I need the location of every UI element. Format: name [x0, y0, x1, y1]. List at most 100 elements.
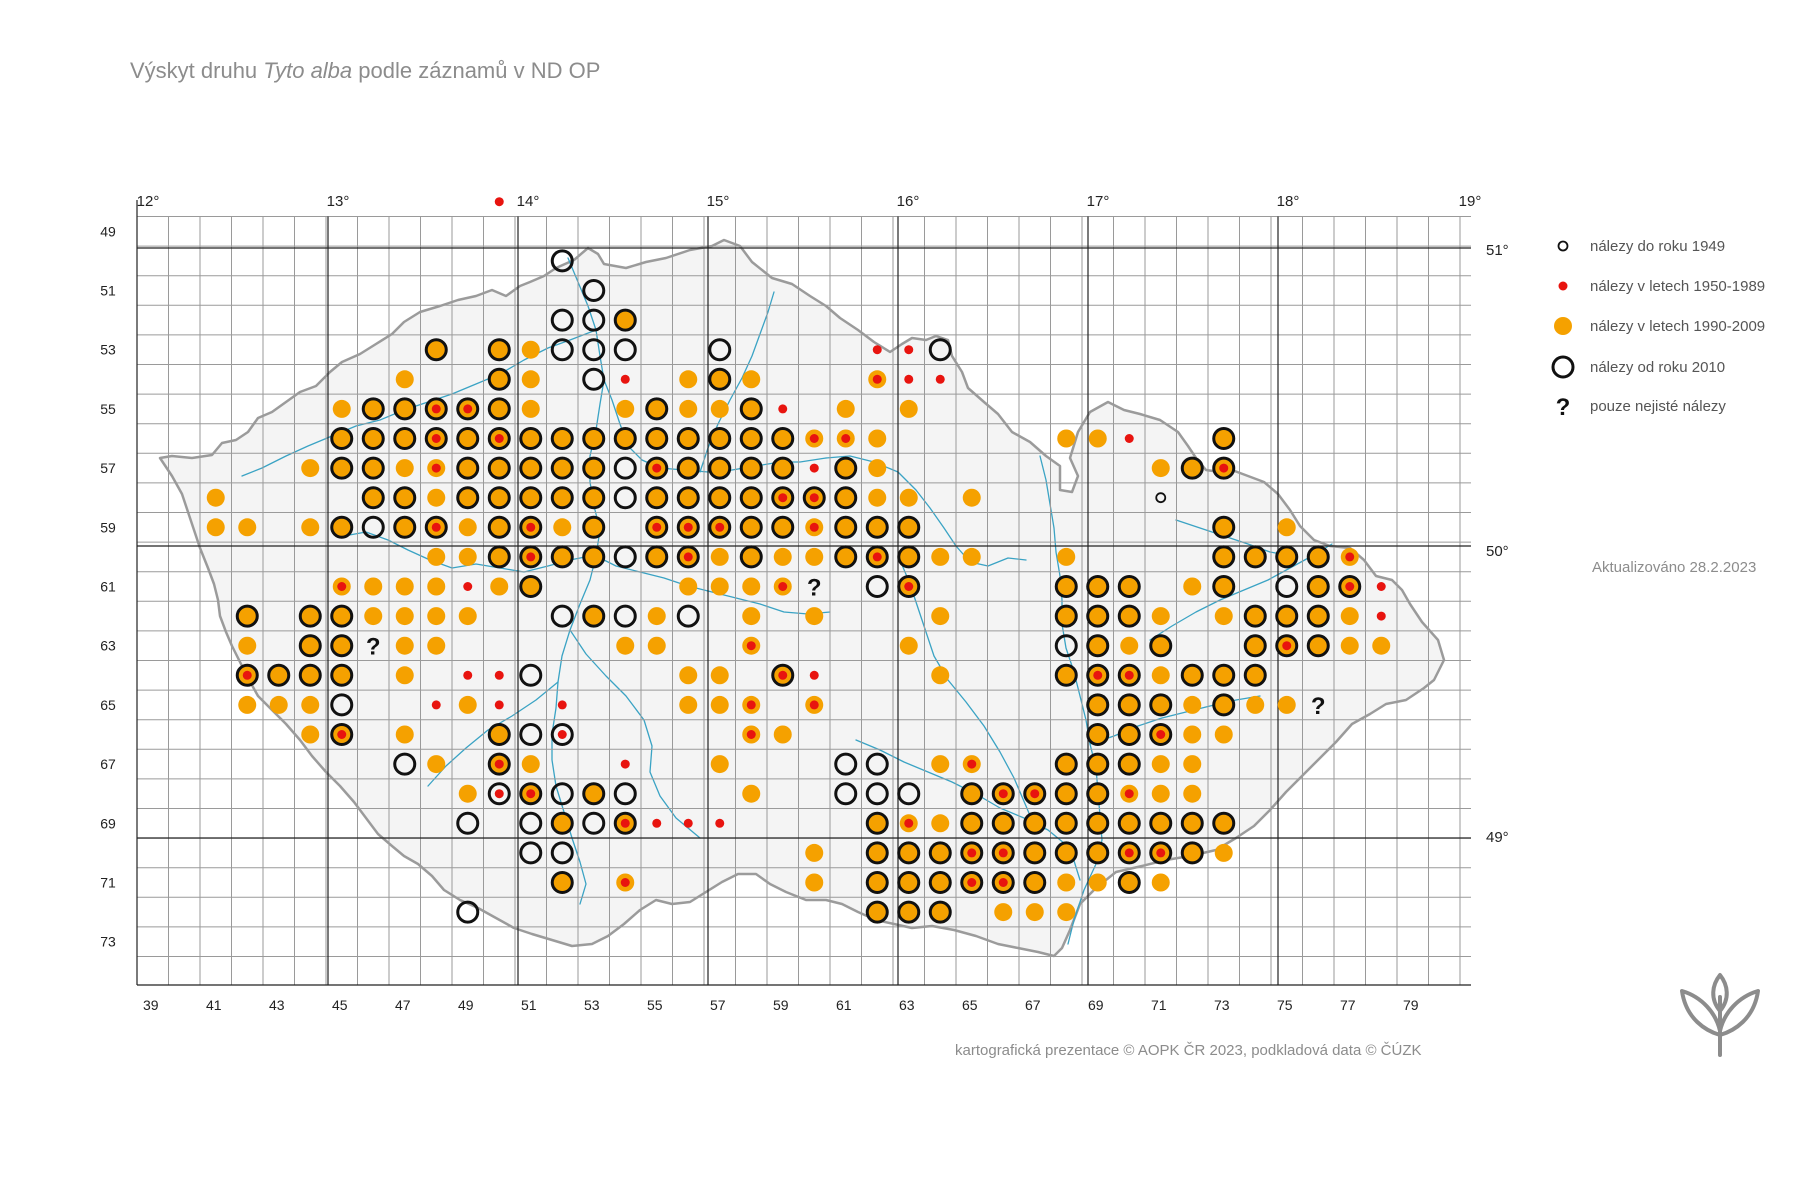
record-mark-1990-2009 — [836, 517, 856, 537]
record-mark-1990-2009 — [363, 458, 383, 478]
record-mark-1950-1989 — [998, 789, 1008, 799]
grid-cell-record — [805, 518, 824, 537]
record-mark-1990-2009 — [1119, 606, 1139, 626]
record-mark-1950-1989 — [652, 522, 662, 532]
grid-cell-record — [1054, 752, 1078, 776]
grid-cell-record — [897, 782, 921, 806]
record-mark-1950-1989 — [1376, 611, 1386, 621]
record-mark-1990-2009 — [1025, 843, 1045, 863]
grid-cell-record — [645, 456, 669, 480]
grid-cell-record — [865, 575, 889, 598]
record-mark-1990-2009 — [1277, 695, 1296, 714]
record-mark-since-2010 — [1149, 634, 1173, 658]
record-mark-1990-2009 — [238, 636, 257, 655]
grid-cell-record — [519, 515, 543, 539]
grid-cell-record — [616, 399, 635, 418]
grid-cell-record — [1275, 604, 1299, 628]
record-mark-since-2010 — [645, 427, 669, 450]
grid-cell-record — [708, 486, 732, 510]
grid-cell-record — [613, 338, 637, 362]
record-mark-since-2010 — [1086, 634, 1110, 658]
record-mark-1990-2009 — [710, 458, 730, 478]
record-mark-1990-2009 — [1340, 636, 1359, 655]
record-mark-1990-2009 — [332, 636, 352, 656]
bottom-column-label: 79 — [1403, 997, 1419, 1013]
record-mark-1990-2009 — [710, 369, 730, 389]
record-mark-1990-2009 — [1182, 843, 1202, 863]
grid-cell-record — [458, 607, 477, 626]
grid-cell-record — [1155, 492, 1167, 504]
record-mark-since-2010 — [960, 811, 984, 835]
grid-cell-record — [487, 515, 511, 539]
record-mark-1990-2009 — [710, 429, 730, 448]
bottom-column-label: 51 — [521, 997, 537, 1013]
record-mark-since-2010 — [519, 811, 543, 835]
grid-cell-record — [960, 841, 984, 865]
record-mark-1990-2009 — [458, 607, 477, 626]
record-mark-1950-1989 — [904, 345, 914, 355]
grid-cell-record — [962, 488, 981, 507]
grid-cell-record — [487, 397, 511, 421]
grid-cell-record — [519, 811, 543, 835]
record-mark-since-2010 — [393, 486, 417, 510]
right-degree-label: 50° — [1486, 543, 1509, 560]
record-mark-1990-2009 — [1182, 458, 1202, 478]
grid-cell-record — [519, 782, 543, 806]
record-mark-1950-1989 — [809, 493, 819, 503]
record-mark-since-2010 — [834, 515, 858, 539]
record-mark-1990-2009 — [1057, 903, 1076, 922]
record-mark-1990-2009 — [1056, 606, 1076, 626]
grid-cell-record — [613, 427, 637, 450]
grid-cell-record — [1275, 545, 1299, 569]
record-mark-since-2010 — [834, 752, 858, 776]
record-mark-1990-2009 — [332, 458, 352, 478]
grid-cell-record — [897, 515, 921, 539]
record-mark-since-2010 — [487, 545, 511, 569]
grid-cell-record — [991, 782, 1015, 806]
legend-label: nálezy v letech 1950-1989 — [1590, 278, 1765, 295]
record-mark-since-2010 — [708, 486, 732, 510]
river-berounka — [343, 531, 591, 573]
record-mark-1950-1989 — [809, 434, 819, 443]
record-mark-1990-2009 — [1119, 754, 1139, 774]
record-mark-1990-2009 — [521, 577, 541, 596]
record-mark-1990-2009 — [741, 517, 761, 537]
grid-cell-record — [301, 459, 320, 478]
top-degree-label: 19° — [1459, 193, 1482, 210]
grid-cell-record — [739, 427, 763, 450]
record-mark-since-2010 — [1243, 634, 1267, 658]
grid-cell-record — [865, 871, 889, 894]
record-mark-1990-2009 — [1182, 813, 1202, 833]
grid-cell-record — [834, 486, 858, 510]
grid-cell-record — [742, 636, 761, 655]
grid-cell-record — [805, 429, 824, 448]
grid-cell-record — [330, 723, 354, 746]
grid-cell-record — [710, 547, 729, 566]
grid-cell-record — [708, 456, 732, 480]
grid-cell-record — [960, 782, 984, 806]
record-mark-since-2010 — [1180, 456, 1204, 480]
record-mark-1950-1989 — [494, 434, 504, 443]
record-mark-1990-2009 — [868, 429, 887, 448]
top-degree-label: 17° — [1087, 193, 1110, 210]
grid-cell-record — [868, 370, 887, 389]
grid-cell-record — [613, 811, 637, 835]
bottom-column-label: 67 — [1025, 997, 1041, 1013]
record-mark-1990-2009 — [363, 429, 383, 448]
grid-cell-record — [805, 695, 824, 714]
record-mark-1990-2009 — [301, 459, 320, 478]
record-mark-since-2010 — [1212, 456, 1236, 480]
grid-cell-record — [1212, 811, 1236, 835]
grid-cell-record — [519, 427, 543, 450]
record-mark-1990-2009 — [1151, 813, 1171, 833]
record-mark-since-2010 — [487, 367, 511, 391]
record-mark-since-2010 — [676, 604, 700, 628]
grid-cell-record — [494, 197, 504, 207]
grid-cell-record — [1151, 459, 1170, 478]
grid-cell-record — [679, 695, 698, 714]
grid-cell-record — [679, 666, 698, 685]
bottom-column-label: 53 — [584, 997, 600, 1013]
record-mark-1990-2009 — [1056, 843, 1076, 863]
record-mark-since-2010 — [330, 723, 354, 746]
record-mark-1950-1989 — [841, 434, 851, 443]
